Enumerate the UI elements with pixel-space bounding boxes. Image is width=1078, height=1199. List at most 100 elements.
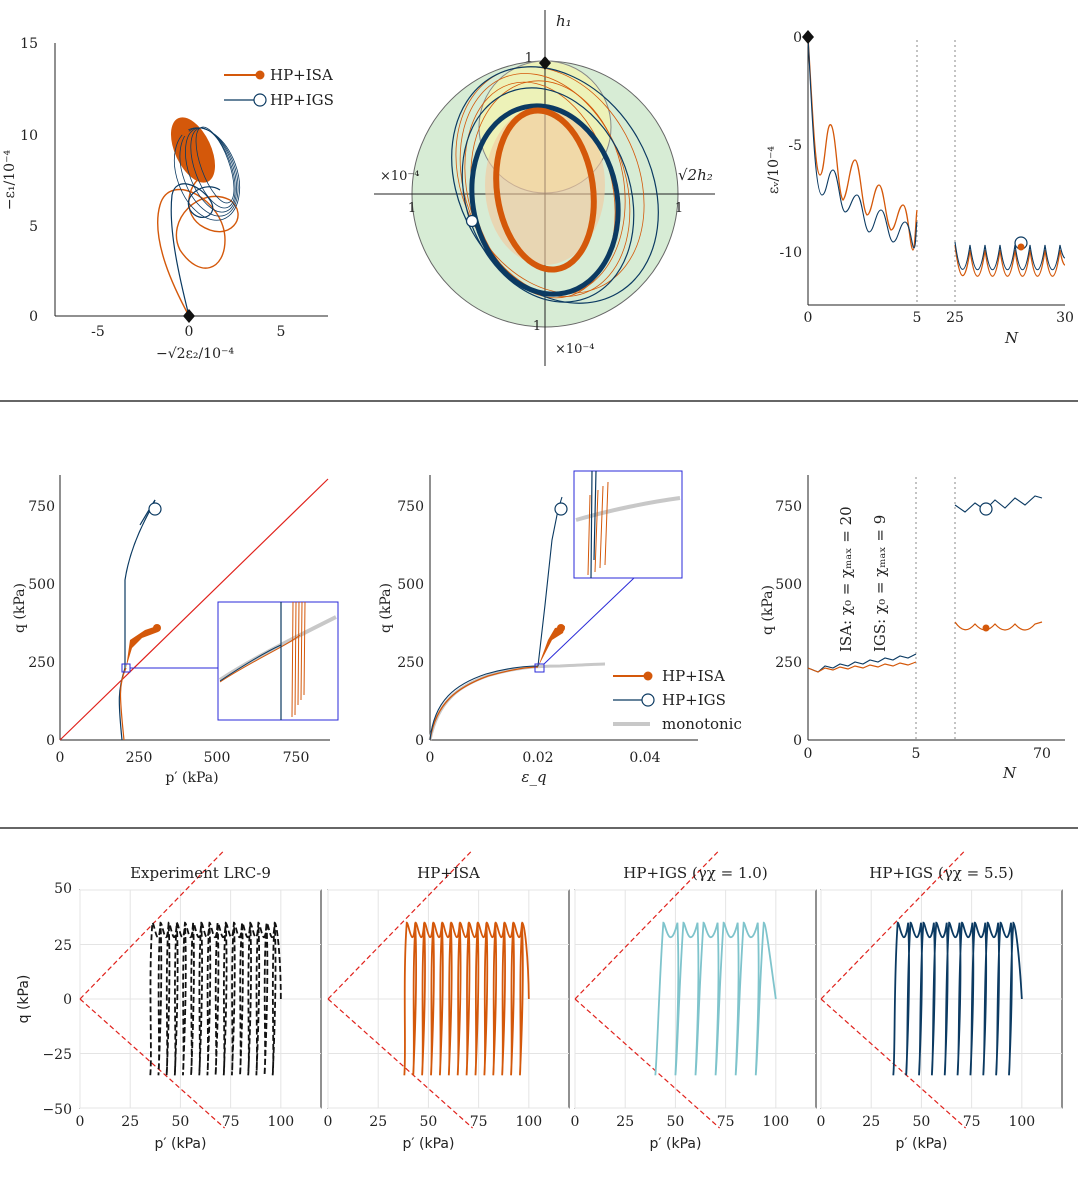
series-igs-late [954,495,1043,513]
series-igs-path [170,183,221,317]
series-igs-late [954,241,1066,270]
tick-label: 0 [185,324,194,340]
csl-extension [327,998,473,1129]
tick-label: 5 [912,746,921,762]
legend: HP+ISA HP+IGS monotonic [613,667,742,733]
bottom-panel: 0 25 50 75 100 HP+IGS (γχ = 1.0) p′ (kPa) [571,849,817,1152]
tick-label: 250 [126,750,153,766]
tick-label: 1 [408,201,416,216]
tick-label: 250 [28,655,55,671]
tick-label: 75 [717,1114,735,1130]
tick-label: 0 [76,1114,85,1130]
tick-label: 750 [28,499,55,515]
tick-label: 0 [804,310,813,326]
axis-label-x: p′ (kPa) [155,1136,207,1152]
tick-label: 500 [204,750,231,766]
series-isa-loops [485,105,605,265]
tick-label: 5 [913,310,922,326]
axis-label-x: p′ (kPa) [896,1136,948,1152]
series-monotonic [428,662,606,741]
scale-label: ×10⁻⁴ [380,169,420,184]
scale-label: ×10⁻⁴ [555,342,595,357]
tick-label: 100 [762,1114,789,1130]
panel-volumetric: 0 -5 -10 0 5 25 30 εᵥ/10⁻⁴ N [766,30,1074,347]
tick-label: 750 [397,499,424,515]
panel-title: HP+ISA [417,864,480,882]
series-igs [807,36,918,249]
inset-zoom [573,470,683,579]
tick-label: 15 [20,36,38,52]
marker-igs-end [465,214,479,228]
panel-strain-path: 0 5 10 15 -5 0 5 −ε₁/10⁻⁴ −√2ε₂/10⁻⁴ HP+… [2,36,334,362]
axis-label-x: N [1002,764,1017,782]
legend-label: HP+IGS [270,91,334,109]
tick-label: 70 [1033,746,1051,762]
tick-label: 0 [324,1114,333,1130]
panel-title: Experiment LRC-9 [130,864,271,882]
tick-label: 25 [54,938,72,954]
csl-compression [574,849,721,1000]
marker-igs-end [554,502,568,516]
csl-compression [327,849,474,1000]
axis-label-y: h₁ [556,12,572,30]
tick-label: 0 [804,746,813,762]
tick-label: 0 [571,1114,580,1130]
marker-isa-end [1017,243,1025,251]
tick-label: 500 [775,577,802,593]
tick-label: 100 [1008,1114,1035,1130]
tick-label: 0 [46,733,55,749]
tick-label: 30 [1056,310,1074,326]
tick-label: 25 [121,1114,139,1130]
csl-extension [79,998,225,1129]
tick-label: 100 [515,1114,542,1130]
tick-label: 75 [963,1114,981,1130]
tick-label: 50 [913,1114,931,1130]
tick-label: 25 [862,1114,880,1130]
critical-state-line [59,478,329,741]
zoom-box [534,663,545,673]
marker-igs-end [148,502,162,516]
tick-label: 0 [63,992,72,1008]
tick-label: -5 [788,138,802,154]
marker-igs-end [979,502,993,516]
series-isa [807,661,917,673]
tick-label: 25 [369,1114,387,1130]
tick-label: 0 [426,750,435,766]
legend-label: HP+ISA [270,66,333,84]
tick-label: 750 [283,750,310,766]
tick-label: −25 [42,1047,72,1063]
tick-label: 100 [267,1114,294,1130]
tick-label: 5 [29,219,38,235]
axis-label-x: p′ (kPa) [650,1136,702,1152]
tick-label: 500 [397,577,424,593]
bottom-panel: 0 25 50 75 100 Experiment LRC-9 p′ (kPa) [76,849,322,1152]
legend-label: HP+IGS [662,691,726,709]
axis-label-x: p′ (kPa) [165,770,218,786]
marker-isa-end [153,624,161,632]
tick-label: 50 [667,1114,685,1130]
tick-label: 1 [675,201,683,216]
tick-label: 50 [420,1114,438,1130]
marker-isa-end [982,624,990,632]
tick-label: 0 [415,733,424,749]
axis-label-y: q (kPa) [760,585,776,635]
tick-label: 0 [793,30,802,46]
panel-title: HP+IGS (γχ = 1.0) [623,864,767,882]
panel-q-eps: 0 250 500 750 0 0.02 0.04 q (kPa) ε_q HP… [378,470,742,786]
panel-q-p: 0 250 500 750 0 250 500 750 q (kPa) p′ (… [12,475,339,786]
axis-label-x: ε_q [521,768,546,786]
tick-label: 0 [56,750,65,766]
tick-label: 0 [793,733,802,749]
axis-label-x: N [1004,329,1019,347]
legend: HP+ISA HP+IGS [224,66,334,109]
tick-label: 50 [54,881,72,897]
start-marker [183,309,195,323]
series-path [892,921,1023,1076]
series-isa [429,666,539,741]
series-isa-late [954,621,1043,631]
tick-label: 1 [533,319,541,334]
marker-isa-end [181,128,189,136]
legend-label: monotonic [662,715,742,733]
tick-label: 25 [946,310,964,326]
